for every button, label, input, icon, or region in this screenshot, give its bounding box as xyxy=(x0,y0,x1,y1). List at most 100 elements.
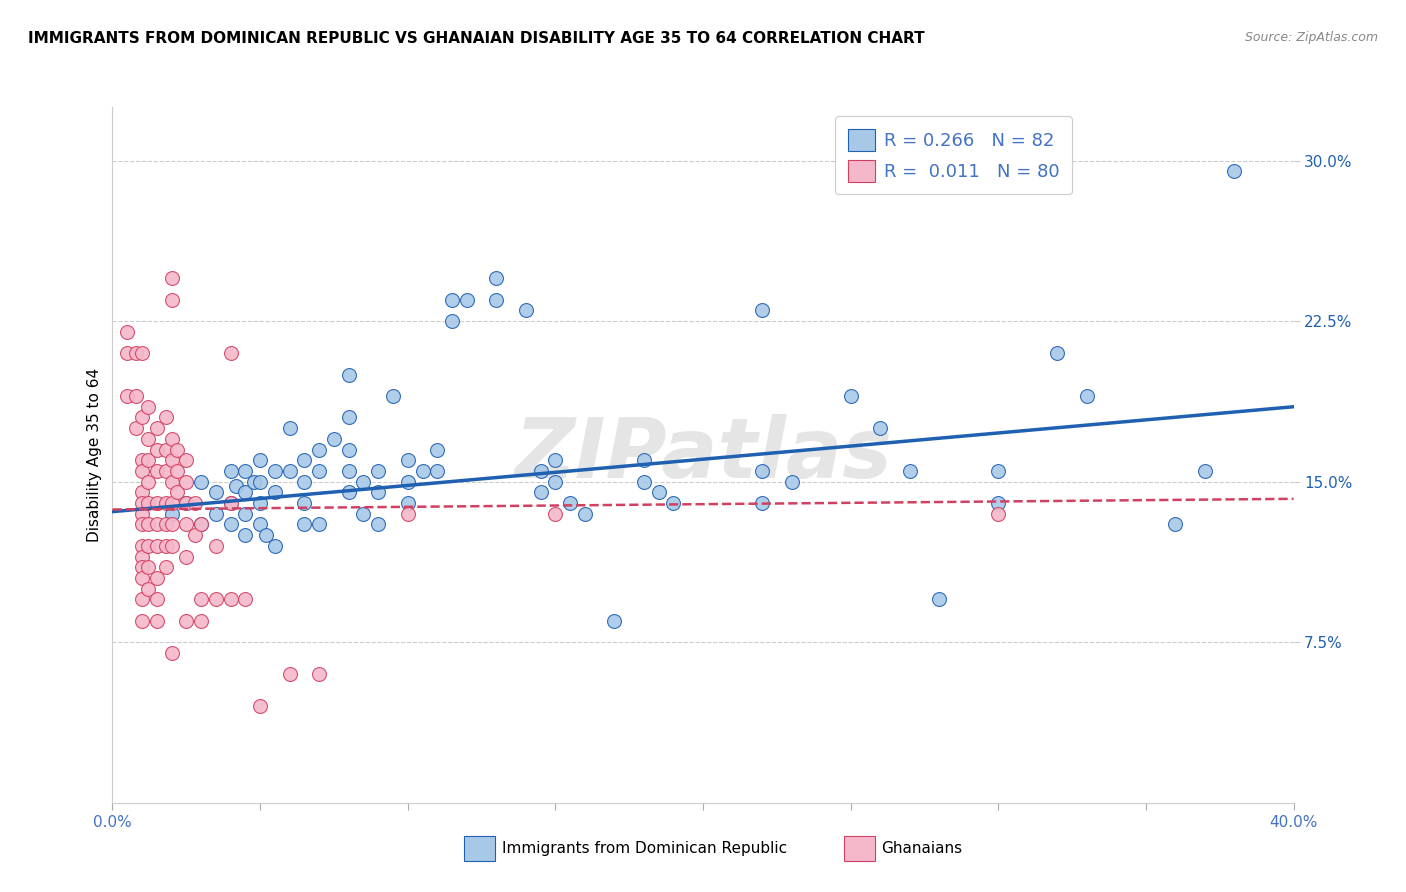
Point xyxy=(155,464,177,478)
Point xyxy=(264,539,287,553)
Point xyxy=(278,667,301,681)
Point xyxy=(131,571,153,585)
Point xyxy=(136,453,159,467)
Point xyxy=(174,453,197,467)
Point xyxy=(160,293,183,307)
Point xyxy=(780,475,803,489)
Point xyxy=(396,453,419,467)
Point xyxy=(160,453,183,467)
Point xyxy=(987,464,1010,478)
Point xyxy=(136,496,159,510)
Point xyxy=(219,464,242,478)
Point xyxy=(898,464,921,478)
Point xyxy=(160,507,183,521)
Point xyxy=(308,442,330,457)
Point xyxy=(249,475,271,489)
Point xyxy=(544,475,567,489)
Point xyxy=(337,410,360,425)
Point xyxy=(529,485,551,500)
Point xyxy=(264,485,287,500)
Point xyxy=(205,539,228,553)
Point xyxy=(117,389,138,403)
Point xyxy=(485,271,508,285)
Point xyxy=(367,485,389,500)
Text: Ghanaians: Ghanaians xyxy=(882,841,963,855)
Point xyxy=(131,549,153,564)
Point xyxy=(131,346,153,360)
Point xyxy=(205,592,228,607)
Point xyxy=(647,485,671,500)
Point xyxy=(278,464,301,478)
Point xyxy=(337,464,360,478)
Point xyxy=(233,507,256,521)
Point xyxy=(166,485,188,500)
Point xyxy=(292,517,315,532)
Point xyxy=(146,539,169,553)
Point xyxy=(292,496,315,510)
Point xyxy=(146,421,169,435)
Point xyxy=(987,507,1010,521)
Point xyxy=(219,592,242,607)
Point xyxy=(131,453,153,467)
Point xyxy=(219,496,242,510)
Point xyxy=(603,614,626,628)
Point xyxy=(136,539,159,553)
Point xyxy=(131,560,153,574)
Point xyxy=(160,646,183,660)
Point xyxy=(839,389,862,403)
Point xyxy=(131,496,153,510)
Point xyxy=(1194,464,1216,478)
Point xyxy=(233,528,256,542)
Point xyxy=(146,614,169,628)
Point xyxy=(136,400,159,414)
Point xyxy=(146,464,169,478)
Point xyxy=(155,517,177,532)
Point xyxy=(633,453,655,467)
Point xyxy=(264,464,287,478)
Point xyxy=(117,346,138,360)
Point xyxy=(136,517,159,532)
Point xyxy=(869,421,891,435)
Point xyxy=(166,442,188,457)
Point xyxy=(136,560,159,574)
Point xyxy=(987,496,1010,510)
Point xyxy=(125,346,148,360)
Point xyxy=(249,496,271,510)
Point xyxy=(485,293,508,307)
Point xyxy=(146,517,169,532)
Point xyxy=(184,496,207,510)
Point xyxy=(146,571,169,585)
Point xyxy=(219,346,242,360)
Point xyxy=(166,464,188,478)
Point xyxy=(1164,517,1187,532)
Point xyxy=(1223,164,1246,178)
Point xyxy=(558,496,582,510)
Point xyxy=(396,496,419,510)
Legend: R = 0.266   N = 82, R =  0.011   N = 80: R = 0.266 N = 82, R = 0.011 N = 80 xyxy=(835,116,1071,194)
Point xyxy=(1046,346,1069,360)
Point xyxy=(131,485,153,500)
Point xyxy=(751,464,773,478)
Text: IMMIGRANTS FROM DOMINICAN REPUBLIC VS GHANAIAN DISABILITY AGE 35 TO 64 CORRELATI: IMMIGRANTS FROM DOMINICAN REPUBLIC VS GH… xyxy=(28,31,925,46)
Point xyxy=(337,442,360,457)
Point xyxy=(160,496,183,510)
Point xyxy=(574,507,596,521)
Point xyxy=(308,517,330,532)
Point xyxy=(131,464,153,478)
Point xyxy=(352,507,374,521)
Point xyxy=(160,271,183,285)
Point xyxy=(131,614,153,628)
Point xyxy=(243,475,266,489)
Point xyxy=(233,592,256,607)
Point xyxy=(160,475,183,489)
Point xyxy=(426,464,449,478)
Point xyxy=(292,453,315,467)
Point xyxy=(174,496,197,510)
Point xyxy=(146,496,169,510)
Point xyxy=(292,475,315,489)
Point xyxy=(308,667,330,681)
Point xyxy=(323,432,346,446)
Point xyxy=(160,432,183,446)
Point xyxy=(1076,389,1098,403)
Point xyxy=(219,496,242,510)
